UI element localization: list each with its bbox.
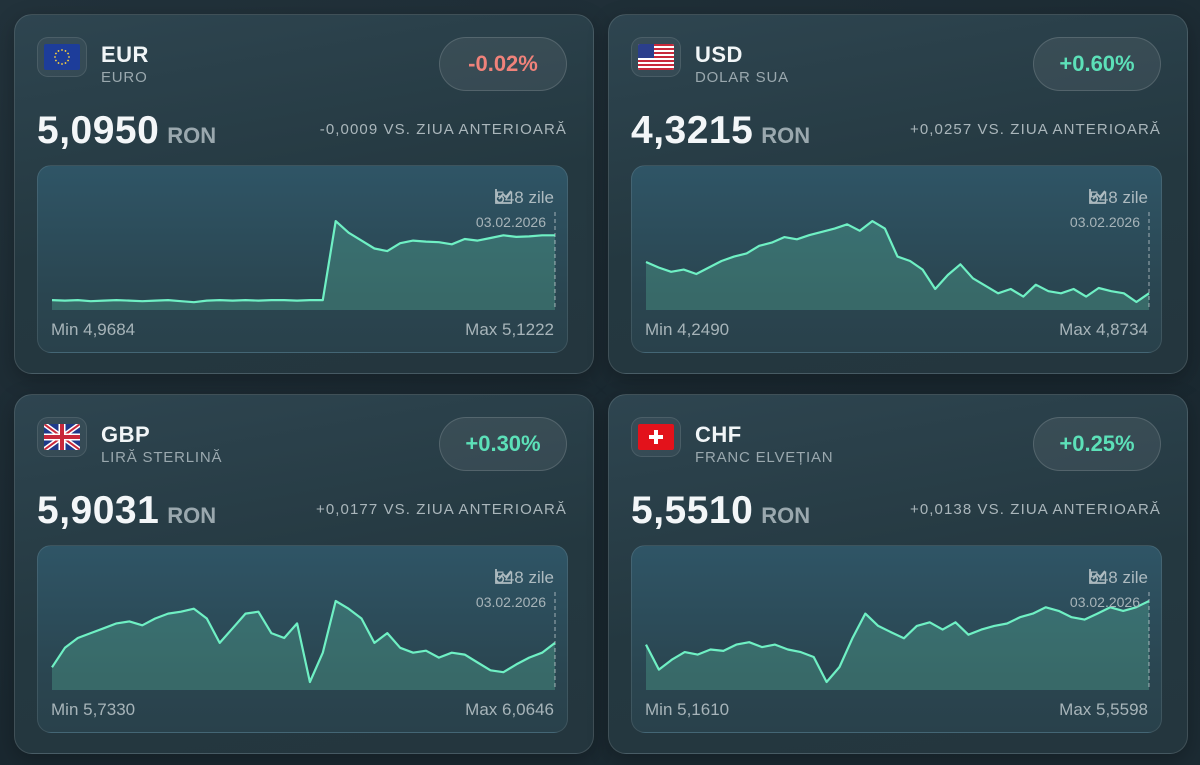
daily-delta: -0,0009 VS. ZIUA ANTERIOARĂ [319, 121, 567, 138]
currency-name: DOLAR SUA [695, 69, 789, 86]
range-label: 548 zile [1089, 188, 1148, 208]
history-chart[interactable]: 548 zile 03.02.2026 Min 4,9684 Max 5,122… [37, 165, 568, 353]
series-line [645, 220, 1150, 304]
uk-flag-icon [44, 424, 80, 450]
line-chart-icon [1089, 189, 1107, 204]
range-label: 548 zile [495, 188, 554, 208]
currency-name: EURO [101, 69, 148, 86]
currency-name: LIRĂ STERLINĂ [101, 449, 223, 466]
line-chart-icon [495, 569, 513, 584]
sparkline [645, 212, 1150, 310]
change-percent-badge: +0.25% [1033, 417, 1161, 471]
range-label: 548 zile [495, 568, 554, 588]
exchange-rate: 5,9031 RON [37, 489, 216, 533]
max-value: Max 5,5598 [1059, 700, 1148, 719]
range-label: 548 zile [1089, 568, 1148, 588]
change-percent-badge: +0.30% [439, 417, 567, 471]
rate-value: 5,0950 [37, 109, 160, 152]
flag [37, 417, 87, 457]
sparkline [51, 592, 556, 690]
area-fill [52, 601, 555, 690]
rate-value: 5,9031 [37, 489, 160, 532]
history-chart[interactable]: 548 zile 03.02.2026 Min 5,1610 Max 5,559… [631, 545, 1162, 733]
exchange-rate: 4,3215 RON [631, 109, 810, 153]
history-chart[interactable]: 548 zile 03.02.2026 Min 4,2490 Max 4,873… [631, 165, 1162, 353]
min-value: Min 5,1610 [645, 700, 730, 719]
max-value: Max 6,0646 [465, 700, 554, 719]
series-line [51, 599, 556, 684]
daily-delta: +0,0257 VS. ZIUA ANTERIOARĂ [909, 121, 1161, 138]
exchange-rate: 5,0950 RON [37, 109, 216, 153]
max-value: Max 4,8734 [1059, 320, 1148, 339]
exchange-rate: 5,5510 RON [631, 489, 810, 533]
change-percent-badge: -0.02% [439, 37, 567, 91]
series-line [645, 600, 1150, 684]
ch-flag-icon [638, 424, 674, 450]
rate-unit: RON [761, 123, 811, 148]
rate-value: 5,5510 [631, 489, 754, 532]
us-flag-icon [638, 44, 674, 70]
rate-unit: RON [761, 503, 811, 528]
sparkline [645, 592, 1150, 690]
currency-name: FRANC ELVEȚIAN [695, 449, 834, 466]
currency-card-gbp[interactable]: GBP LIRĂ STERLINĂ +0.30% 5,9031 RON +0,01… [14, 394, 594, 754]
flag [631, 37, 681, 77]
rate-unit: RON [167, 123, 217, 148]
flag [37, 37, 87, 77]
currency-card-chf[interactable]: CHF FRANC ELVEȚIAN +0.25% 5,5510 RON +0,0… [608, 394, 1188, 754]
daily-delta: +0,0138 VS. ZIUA ANTERIOARĂ [909, 501, 1161, 518]
line-chart-icon [495, 189, 513, 204]
currency-card-eur[interactable]: EUR EURO -0.02% 5,0950 RON -0,0009 VS. ZI… [14, 14, 594, 374]
eu-flag-icon [44, 44, 80, 70]
last-date: 03.02.2026 [1069, 214, 1140, 230]
last-date: 03.02.2026 [475, 214, 546, 230]
rate-value: 4,3215 [631, 109, 754, 152]
currency-code: EUR [101, 42, 149, 67]
currency-card-usd[interactable]: USD DOLAR SUA +0.60% 4,3215 RON +0,0257 V… [608, 14, 1188, 374]
series-line [51, 220, 555, 304]
history-chart[interactable]: 548 zile 03.02.2026 Min 5,7330 Max 6,064… [37, 545, 568, 733]
min-value: Min 5,7330 [51, 700, 136, 719]
last-date: 03.02.2026 [475, 594, 546, 610]
currency-code: USD [695, 42, 743, 67]
rate-unit: RON [167, 503, 217, 528]
area-fill [646, 221, 1149, 310]
flag [631, 417, 681, 457]
area-fill [646, 601, 1149, 690]
daily-delta: +0,0177 VS. ZIUA ANTERIOARĂ [315, 501, 567, 518]
currency-code: GBP [101, 422, 151, 447]
max-value: Max 5,1222 [465, 320, 554, 339]
area-fill [52, 221, 555, 310]
sparkline [51, 212, 556, 310]
line-chart-icon [1089, 569, 1107, 584]
change-percent-badge: +0.60% [1033, 37, 1161, 91]
last-date: 03.02.2026 [1069, 594, 1140, 610]
min-value: Min 4,9684 [51, 320, 136, 339]
min-value: Min 4,2490 [645, 320, 730, 339]
currency-code: CHF [695, 422, 742, 447]
